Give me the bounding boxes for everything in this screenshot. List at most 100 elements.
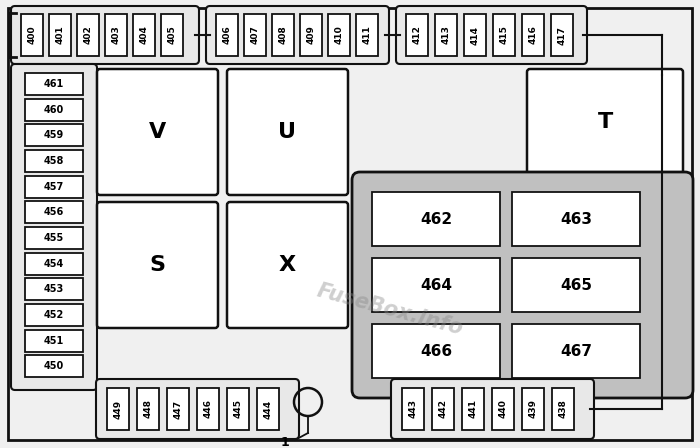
Bar [464, 14, 486, 56]
Bar [492, 388, 514, 430]
Text: 411: 411 [363, 26, 372, 44]
Bar [25, 355, 83, 377]
Text: T: T [597, 112, 612, 132]
Text: 450: 450 [44, 362, 64, 371]
FancyBboxPatch shape [97, 202, 218, 328]
Text: 408: 408 [279, 26, 288, 44]
Text: 440: 440 [498, 400, 508, 418]
Bar [522, 388, 544, 430]
FancyBboxPatch shape [97, 69, 218, 195]
Bar [493, 14, 515, 56]
Text: 460: 460 [44, 105, 64, 115]
Bar [25, 201, 83, 224]
Text: 438: 438 [559, 400, 568, 418]
Text: 409: 409 [307, 26, 316, 44]
Bar [300, 14, 322, 56]
Bar [105, 14, 127, 56]
Bar [161, 14, 183, 56]
Bar [512, 192, 640, 246]
Bar [372, 258, 500, 312]
Bar [25, 125, 83, 146]
Text: 410: 410 [335, 26, 344, 44]
Text: 444: 444 [263, 400, 272, 418]
Text: X: X [279, 255, 296, 275]
Bar [512, 258, 640, 312]
Text: U: U [279, 122, 297, 142]
FancyBboxPatch shape [11, 6, 199, 64]
Text: 1: 1 [281, 436, 289, 448]
Bar [328, 14, 350, 56]
Bar [462, 388, 484, 430]
Text: 465: 465 [560, 277, 592, 293]
Bar [197, 388, 219, 430]
Text: 449: 449 [113, 400, 122, 418]
FancyBboxPatch shape [11, 64, 97, 390]
Bar [512, 324, 640, 378]
Bar [406, 14, 428, 56]
Text: 462: 462 [420, 211, 452, 227]
Bar [432, 388, 454, 430]
Bar [25, 176, 83, 198]
Bar [21, 14, 43, 56]
Text: 457: 457 [44, 182, 64, 192]
Text: 407: 407 [251, 26, 260, 44]
Text: 439: 439 [528, 400, 538, 418]
Bar [25, 227, 83, 249]
Text: FuseBox.info: FuseBox.info [314, 281, 466, 339]
FancyBboxPatch shape [391, 379, 594, 439]
FancyBboxPatch shape [96, 379, 299, 439]
Text: 456: 456 [44, 207, 64, 217]
Text: 454: 454 [44, 258, 64, 269]
Bar [372, 324, 500, 378]
Bar [107, 388, 129, 430]
Bar [133, 14, 155, 56]
Text: 405: 405 [167, 26, 176, 44]
FancyBboxPatch shape [206, 6, 389, 64]
Text: 453: 453 [44, 284, 64, 294]
Bar [402, 388, 424, 430]
Text: 459: 459 [44, 130, 64, 140]
Bar [372, 192, 500, 246]
Bar [522, 14, 544, 56]
Bar [25, 150, 83, 172]
Bar [77, 14, 99, 56]
Bar [244, 14, 266, 56]
Text: 452: 452 [44, 310, 64, 320]
Text: 417: 417 [557, 26, 566, 44]
Text: 401: 401 [55, 26, 64, 44]
FancyBboxPatch shape [227, 202, 348, 328]
Text: 463: 463 [560, 211, 592, 227]
Bar [257, 388, 279, 430]
Bar [216, 14, 238, 56]
Text: 403: 403 [111, 26, 120, 44]
Text: 441: 441 [468, 400, 477, 418]
Text: 447: 447 [174, 400, 183, 418]
Text: 451: 451 [44, 336, 64, 346]
Bar [552, 388, 574, 430]
Bar [25, 253, 83, 275]
Text: 467: 467 [560, 344, 592, 358]
Text: 406: 406 [223, 26, 232, 44]
FancyBboxPatch shape [396, 6, 587, 64]
Bar [25, 73, 83, 95]
Text: 464: 464 [420, 277, 452, 293]
FancyBboxPatch shape [527, 69, 683, 175]
Bar [137, 388, 159, 430]
FancyBboxPatch shape [352, 172, 693, 398]
Bar [167, 388, 189, 430]
Text: V: V [149, 122, 166, 142]
Bar [25, 99, 83, 121]
Text: 404: 404 [139, 26, 148, 44]
Text: 413: 413 [442, 26, 451, 44]
Text: 445: 445 [234, 400, 242, 418]
Bar [356, 14, 378, 56]
Text: 455: 455 [44, 233, 64, 243]
Bar [435, 14, 457, 56]
Text: 458: 458 [44, 156, 64, 166]
Text: 448: 448 [144, 400, 153, 418]
Bar [25, 330, 83, 352]
Bar [49, 14, 71, 56]
Text: 415: 415 [500, 26, 508, 44]
Bar [227, 388, 249, 430]
Text: 446: 446 [204, 400, 213, 418]
